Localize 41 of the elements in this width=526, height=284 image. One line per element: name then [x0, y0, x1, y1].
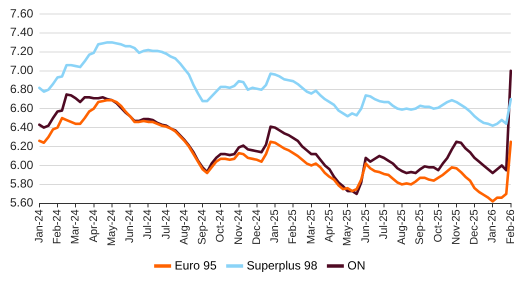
- x-tick-label: Oct-25: [432, 209, 444, 242]
- y-tick-label: 6.80: [10, 82, 34, 96]
- y-tick-label: 6.40: [10, 120, 34, 134]
- x-tick-label: Jun-24: [124, 209, 136, 243]
- y-tick-label: 6.00: [10, 158, 34, 172]
- x-tick-label: Dec-25: [468, 209, 481, 245]
- y-tick-label: 6.60: [10, 100, 34, 115]
- x-tick-label: Oct-24: [214, 209, 227, 242]
- x-tick-label: Jun-25: [360, 209, 372, 243]
- x-tick-label: May-25: [342, 209, 354, 246]
- x-tick-label: Aug-24: [178, 209, 190, 245]
- x-tick-label: Jan-25: [269, 209, 282, 243]
- legend-label: Superplus 98: [246, 258, 318, 272]
- y-tick-label: 7.60: [10, 6, 34, 20]
- x-tick-label: Apr-24: [88, 209, 100, 242]
- y-tick-label: 6.20: [10, 138, 34, 153]
- x-tick-label: Dec-24: [250, 209, 263, 245]
- x-tick-label: Apr-25: [324, 209, 336, 242]
- y-tick-label: 5.60: [10, 196, 34, 210]
- x-tick-label: May-24: [106, 209, 118, 246]
- x-tick-label: Jul-24: [160, 209, 172, 240]
- x-tick-label: Nov-25: [450, 209, 462, 245]
- x-tick-label: Jul-24: [142, 209, 154, 240]
- x-tick-label: Mar-24: [70, 209, 82, 244]
- y-tick-label: 7.00: [10, 63, 34, 78]
- x-tick-label: Aug-25: [396, 209, 408, 245]
- x-tick-label: Feb-25: [287, 209, 300, 244]
- y-tick-label: 7.40: [10, 25, 34, 40]
- legend-label: Euro 95: [174, 258, 217, 272]
- x-tick-label: Sep-24: [196, 209, 209, 245]
- y-tick-label: 7.20: [10, 44, 34, 58]
- x-tick-label: Jul-25: [378, 209, 390, 240]
- legend-label: ON: [347, 258, 366, 272]
- x-tick-label: Sep-25: [414, 209, 426, 245]
- x-tick-label: Feb-26: [504, 209, 517, 244]
- y-tick-label: 5.80: [10, 176, 34, 191]
- x-tick-label: Feb-24: [52, 209, 64, 244]
- x-tick-label: Mar-25: [305, 209, 318, 244]
- x-tick-label: Jan-26: [486, 209, 499, 243]
- x-tick-label: Jan-24: [33, 209, 46, 243]
- x-tick-label: Nov-24: [232, 209, 245, 245]
